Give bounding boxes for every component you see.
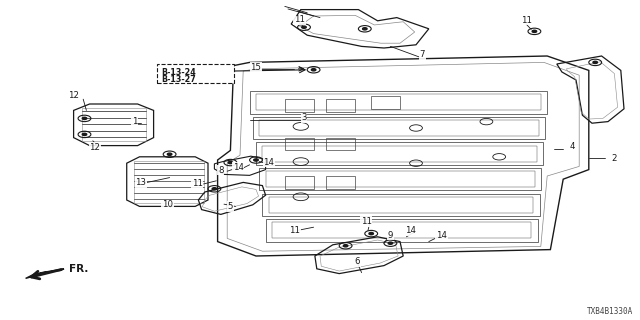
Text: 10: 10	[162, 200, 173, 209]
Text: 11: 11	[294, 15, 305, 24]
Text: 3: 3	[301, 113, 307, 122]
Polygon shape	[26, 269, 64, 278]
FancyBboxPatch shape	[157, 64, 234, 83]
Circle shape	[228, 161, 233, 164]
Circle shape	[362, 28, 367, 30]
Text: B-13-24: B-13-24	[161, 68, 196, 77]
Text: 8: 8	[218, 166, 223, 175]
Text: 13: 13	[135, 178, 147, 187]
Text: 4: 4	[570, 142, 575, 151]
Text: 6: 6	[355, 257, 360, 266]
Text: 14: 14	[405, 226, 417, 235]
Text: 11: 11	[520, 16, 532, 25]
Text: 12: 12	[89, 143, 100, 152]
Circle shape	[369, 232, 374, 235]
Text: TXB4B1330A: TXB4B1330A	[588, 307, 634, 316]
Circle shape	[212, 188, 216, 190]
Circle shape	[312, 68, 316, 71]
Circle shape	[83, 117, 87, 119]
Text: 9: 9	[388, 231, 393, 240]
Text: 14: 14	[436, 231, 447, 240]
Text: FR.: FR.	[69, 264, 88, 275]
Circle shape	[532, 30, 536, 33]
Text: 5: 5	[228, 202, 233, 211]
Circle shape	[344, 244, 348, 247]
Circle shape	[388, 242, 393, 244]
Text: 7: 7	[420, 50, 425, 59]
Text: 11: 11	[289, 226, 300, 235]
Text: 1: 1	[132, 117, 137, 126]
Circle shape	[302, 26, 307, 28]
Text: 11: 11	[191, 179, 203, 188]
Circle shape	[168, 153, 172, 156]
Text: 12: 12	[68, 92, 79, 100]
Circle shape	[83, 133, 87, 135]
Text: B-13-27: B-13-27	[161, 75, 196, 84]
Text: 15: 15	[250, 63, 262, 72]
Text: 11: 11	[360, 217, 372, 226]
Circle shape	[593, 61, 598, 64]
Text: 2: 2	[612, 154, 617, 163]
Text: 14: 14	[263, 158, 275, 167]
Circle shape	[253, 159, 259, 161]
Text: 14: 14	[232, 163, 244, 172]
